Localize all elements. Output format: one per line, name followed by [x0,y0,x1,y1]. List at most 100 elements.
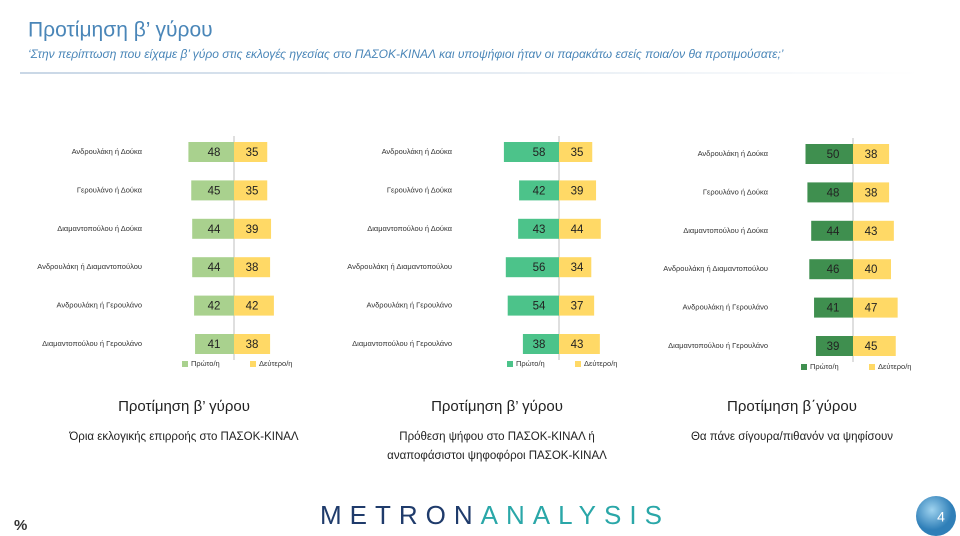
page-title: Προτίμηση β’ γύρου [28,19,213,42]
value-label: 35 [571,147,584,159]
category-label: Ανδρουλάκη ή Διαμαντοπούλου [347,262,452,271]
bar [505,257,559,278]
value-label: 42 [533,185,546,197]
value-label: 38 [246,262,259,274]
bar [194,295,234,316]
value-label: 37 [571,301,584,313]
bar [809,259,853,280]
bar [559,218,601,239]
value-label: 42 [246,301,259,313]
category-label: Γερουλάνο ή Δούκα [77,185,143,194]
category-label: Διαμαντοπούλου ή Γερουλάνο [352,339,452,348]
bar [559,334,600,354]
bar [518,218,559,239]
chart-caption: Πρόθεση ψήφου στο ΠΑΣΟΚ-ΚΙΝΑΛ ή αναποφάσ… [387,431,607,462]
bar [503,142,559,162]
bar [507,295,559,316]
value-label: 43 [533,224,546,236]
category-label: Ανδρουλάκη ή Γερουλάνο [367,301,452,310]
bar [559,257,592,278]
page-subtitle: ‘Στην περίπτωση που είχαμε β’ γύρο στις … [28,47,784,61]
value-label: 41 [208,339,221,351]
header-rule [20,72,920,74]
legend-swatch [507,361,513,367]
value-label: 38 [533,339,546,351]
bar [853,182,890,203]
value-label: 44 [208,224,221,236]
value-label: 44 [571,224,584,236]
page-badge [916,496,956,536]
legend-label: Δεύτερο/η [259,359,292,368]
chart-caption: Όρια εκλογικής επιρροής στο ΠΑΣΟΚ-ΚΙΝΑΛ [69,431,299,443]
value-label: 54 [533,301,546,313]
value-label: 48 [827,187,840,199]
category-label: Γερουλάνο ή Δούκα [387,185,453,194]
legend-label: Δεύτερο/η [584,359,617,368]
chart-caption: Θα πάνε σίγουρα/πιθανόν να ψηφίσουν [690,431,894,443]
bar [853,220,894,241]
legend-label: Δεύτερο/η [878,362,911,371]
bar [853,336,896,356]
page-number: 4 [937,509,945,525]
bar [191,180,234,201]
bar [234,142,268,162]
legend-swatch [869,364,875,370]
category-label: Ανδρουλάκη ή Δούκα [382,147,453,156]
value-label: 46 [827,264,840,276]
value-label: 44 [827,226,840,238]
value-label: 40 [865,264,878,276]
unit-note: % [14,517,27,534]
category-label: Ανδρουλάκη ή Γερουλάνο [57,301,142,310]
bar [234,180,268,201]
value-label: 42 [208,301,221,313]
category-label: Ανδρουλάκη ή Δούκα [72,147,143,156]
legend-swatch [801,364,807,370]
value-label: 48 [208,147,221,159]
value-label: 47 [865,303,878,315]
bar [805,144,853,164]
category-label: Διαμαντοπούλου ή Δούκα [683,226,768,235]
bar [192,218,234,239]
legend-swatch [575,361,581,367]
value-label: 39 [246,224,259,236]
bar [559,180,597,201]
logo-part: METRON [320,500,481,530]
bar [559,295,595,316]
value-label: 50 [827,149,840,161]
chart-title: Προτίμηση β’ γύρου [431,398,563,415]
bar [815,336,853,356]
value-label: 39 [571,185,584,197]
bar [853,259,891,280]
legend-label: Πρώτο/η [516,359,545,368]
value-label: 43 [571,339,584,351]
chart-title: Προτίμηση β΄γύρου [727,398,857,415]
bar [519,180,559,201]
value-label: 38 [865,187,878,199]
category-label: Ανδρουλάκη ή Διαμαντοπούλου [663,264,768,273]
bar [853,297,898,318]
logo: METRONANALYSIS [320,500,670,530]
value-label: 39 [827,341,840,353]
chart-title: Προτίμηση β’ γύρου [118,398,250,415]
legend-swatch [182,361,188,367]
bar [234,257,271,278]
value-label: 38 [865,149,878,161]
legend-label: Πρώτο/η [810,362,839,371]
category-label: Διαμαντοπούλου ή Δούκα [57,224,142,233]
legend-swatch [250,361,256,367]
bar [188,142,234,162]
bar [811,220,853,241]
bar [234,295,274,316]
category-label: Ανδρουλάκη ή Διαμαντοπούλου [37,262,142,271]
value-label: 41 [827,303,840,315]
value-label: 35 [246,147,259,159]
bar [192,257,234,278]
bar [234,218,272,239]
category-label: Ανδρουλάκη ή Γερουλάνο [683,303,768,312]
category-label: Διαμαντοπούλου ή Δούκα [367,224,452,233]
value-label: 56 [533,262,546,274]
bar [814,297,853,318]
bar [853,144,890,164]
